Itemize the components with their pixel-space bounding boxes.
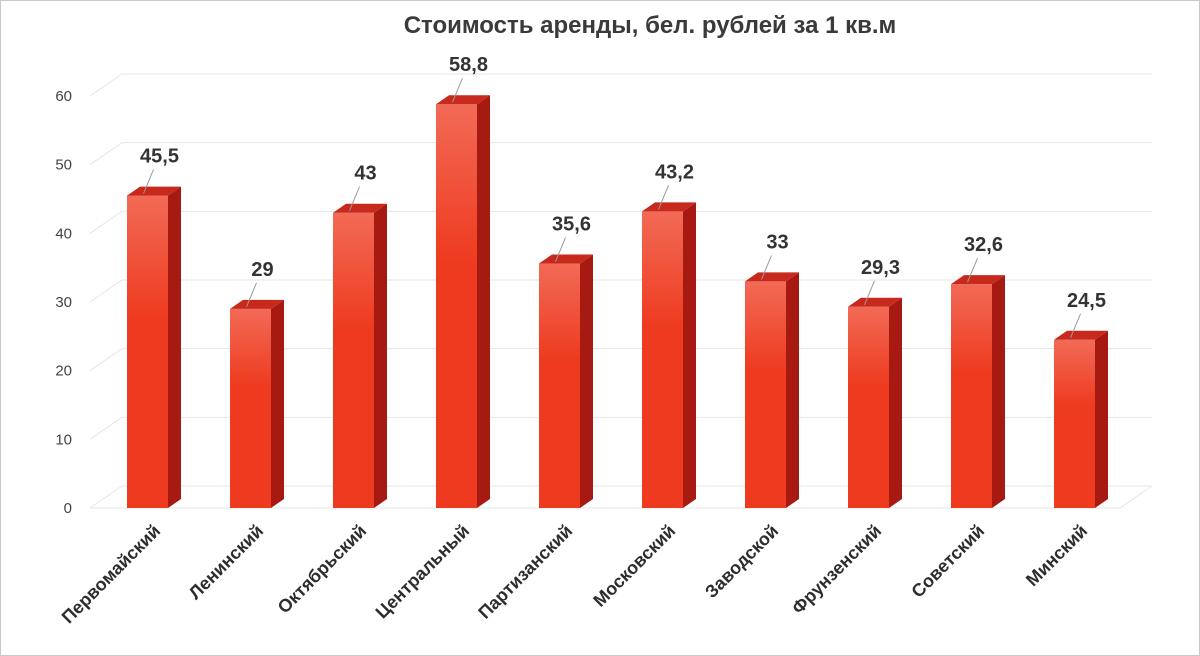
- leader-line: [658, 185, 669, 210]
- y-tick-label: 40: [55, 225, 72, 242]
- data-label: 29,3: [861, 257, 900, 279]
- bar-front: [951, 284, 992, 508]
- bar: [230, 299, 284, 508]
- gridline-depth: [89, 348, 123, 372]
- category-label: Московский: [589, 521, 679, 611]
- data-label: 45,5: [140, 146, 179, 168]
- bar: [539, 254, 593, 508]
- gridline-depth: [89, 485, 123, 509]
- bar-side: [992, 275, 1005, 508]
- bar-top: [333, 203, 387, 213]
- floor-edge-depth: [1119, 485, 1153, 509]
- bar-top: [436, 95, 490, 105]
- category-label: Ленинский: [185, 521, 267, 603]
- bar-top: [230, 299, 284, 309]
- chart-title: Стоимость аренды, бел. рублей за 1 кв.м: [404, 12, 897, 39]
- bar-top: [1054, 330, 1108, 340]
- gridline-depth: [89, 210, 123, 234]
- bar: [642, 202, 696, 509]
- bar-layer: [127, 95, 1108, 509]
- data-label: 43,2: [655, 161, 694, 183]
- category-label: Заводской: [701, 521, 782, 602]
- category-label: Минский: [1022, 521, 1091, 590]
- y-tick-label: 0: [64, 500, 72, 517]
- bar-side: [1095, 330, 1108, 508]
- bar-front: [642, 211, 683, 509]
- y-tick-label: 20: [55, 363, 72, 380]
- bar-front: [848, 306, 889, 508]
- leader-line: [452, 78, 463, 103]
- bar: [333, 203, 387, 508]
- data-label: 32,6: [964, 234, 1003, 256]
- leader-line: [864, 280, 875, 305]
- gridline-depth: [89, 73, 123, 97]
- bar-top: [539, 254, 593, 264]
- leader-line: [349, 186, 360, 211]
- leader-line: [761, 255, 772, 280]
- leader-line: [143, 169, 154, 194]
- bar-front: [436, 104, 477, 509]
- y-tick-label: 30: [55, 294, 72, 311]
- bar-side: [786, 272, 799, 508]
- bar: [951, 275, 1005, 508]
- category-label: Партизанский: [474, 521, 576, 623]
- gridline-depth: [89, 279, 123, 303]
- bar-side: [889, 297, 902, 508]
- bar-side: [374, 203, 387, 508]
- bar: [127, 186, 181, 509]
- data-label: 58,8: [449, 54, 488, 76]
- gridline-depth: [89, 142, 123, 166]
- category-label: Октябрьский: [274, 521, 371, 618]
- category-label: Центральный: [372, 521, 474, 623]
- leader-line: [1070, 313, 1081, 338]
- leader-line: [967, 257, 978, 283]
- bar: [745, 272, 799, 508]
- data-label: 35,6: [552, 214, 591, 236]
- category-label: Фрунзенский: [788, 521, 885, 618]
- bar-side: [477, 95, 490, 509]
- gridline-depth: [89, 416, 123, 440]
- bar-side: [580, 254, 593, 508]
- bar-side: [271, 299, 284, 508]
- bar-front: [1054, 339, 1095, 508]
- category-label: Первомайский: [58, 521, 165, 628]
- leader-line: [246, 282, 257, 308]
- bar-side: [168, 186, 181, 509]
- y-tick-label: 50: [55, 157, 72, 174]
- bar: [436, 95, 490, 509]
- bar-front: [230, 308, 271, 508]
- bar-top: [745, 272, 799, 282]
- bar-front: [127, 195, 168, 509]
- data-label: 29: [251, 259, 273, 281]
- data-label: 33: [766, 231, 788, 253]
- bar-front: [333, 212, 374, 508]
- bar: [848, 297, 902, 508]
- bar-top: [848, 297, 902, 307]
- data-label: 24,5: [1067, 290, 1106, 312]
- bar-front: [539, 263, 580, 508]
- data-label: 43: [354, 163, 376, 185]
- bar-top: [127, 186, 181, 196]
- y-tick-label: 10: [55, 431, 72, 448]
- bar-side: [683, 202, 696, 509]
- bar: [1054, 330, 1108, 508]
- y-tick-label: 60: [55, 88, 72, 105]
- bar-top: [642, 202, 696, 212]
- leader-line: [555, 237, 566, 262]
- bar-top: [951, 275, 1005, 285]
- category-label: Советский: [907, 521, 988, 602]
- bar-front: [745, 281, 786, 508]
